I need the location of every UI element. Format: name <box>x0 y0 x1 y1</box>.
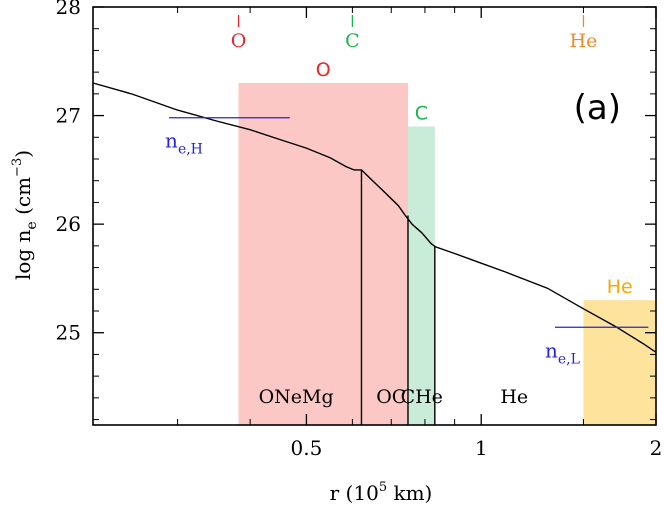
y-tick-label: 26 <box>56 212 81 236</box>
top-marker-label-c: C <box>345 30 360 52</box>
x-axis-label-exponent: 5 <box>379 480 387 495</box>
axis-ticks: 25 26 27 28 0.5 1 2 <box>56 0 663 460</box>
top-marker-label-he: He <box>570 30 598 52</box>
region-label-oc: OC <box>376 386 406 408</box>
band-label-o: O <box>316 59 331 81</box>
y-axis-label-unit: (cm <box>11 177 35 221</box>
y-axis-label-tail: ) <box>11 150 35 158</box>
top-marker-label-o: O <box>231 30 247 52</box>
band-label-c: C <box>415 102 428 124</box>
y-axis-label-subscript: e <box>24 221 40 229</box>
x-axis-label-main: r (10 <box>330 481 379 505</box>
plot-frame <box>92 6 657 426</box>
y-axis-label: log ne (cm−3) <box>10 150 40 280</box>
composition-bands <box>238 83 656 425</box>
ne-markers: ne,Hne,L <box>165 117 649 367</box>
region-label-he: He <box>500 386 528 408</box>
x-tick-label: 1 <box>475 436 488 460</box>
region-label-onemg: ONeMg <box>259 386 334 408</box>
x-axis-label: r (105 km) <box>330 480 433 505</box>
band-label-he: He <box>607 276 633 298</box>
y-tick-label: 28 <box>56 0 81 19</box>
y-axis-label-exponent: −3 <box>10 158 25 177</box>
series-group <box>92 82 657 353</box>
band-o <box>238 83 408 425</box>
x-tick-label: 0.5 <box>291 436 323 460</box>
y-tick-label: 25 <box>56 321 81 345</box>
band-he <box>583 300 656 425</box>
ne-marker-label-base: n <box>165 129 178 153</box>
ne-marker-label-neH: ne,H <box>165 129 203 158</box>
panel-label: (a) <box>574 88 621 128</box>
region-label-che: CHe <box>401 386 443 408</box>
top-markers: O C He <box>231 15 598 52</box>
y-axis-label-main: log n <box>11 229 35 280</box>
boundary-lines <box>360 169 436 425</box>
x-tick-label: 2 <box>650 436 663 460</box>
series-line-ne <box>92 82 657 353</box>
x-axis-label-tail: km) <box>387 481 432 505</box>
ne-marker-label-neL: ne,L <box>545 338 580 367</box>
ne-marker-label-subscript: e,H <box>178 142 203 158</box>
ne-marker-label-base: n <box>545 338 558 362</box>
band-c <box>407 126 435 425</box>
composition-band-labels: O C He <box>316 59 633 298</box>
y-tick-label: 27 <box>56 104 81 128</box>
ne-marker-label-subscript: e,L <box>558 351 580 367</box>
